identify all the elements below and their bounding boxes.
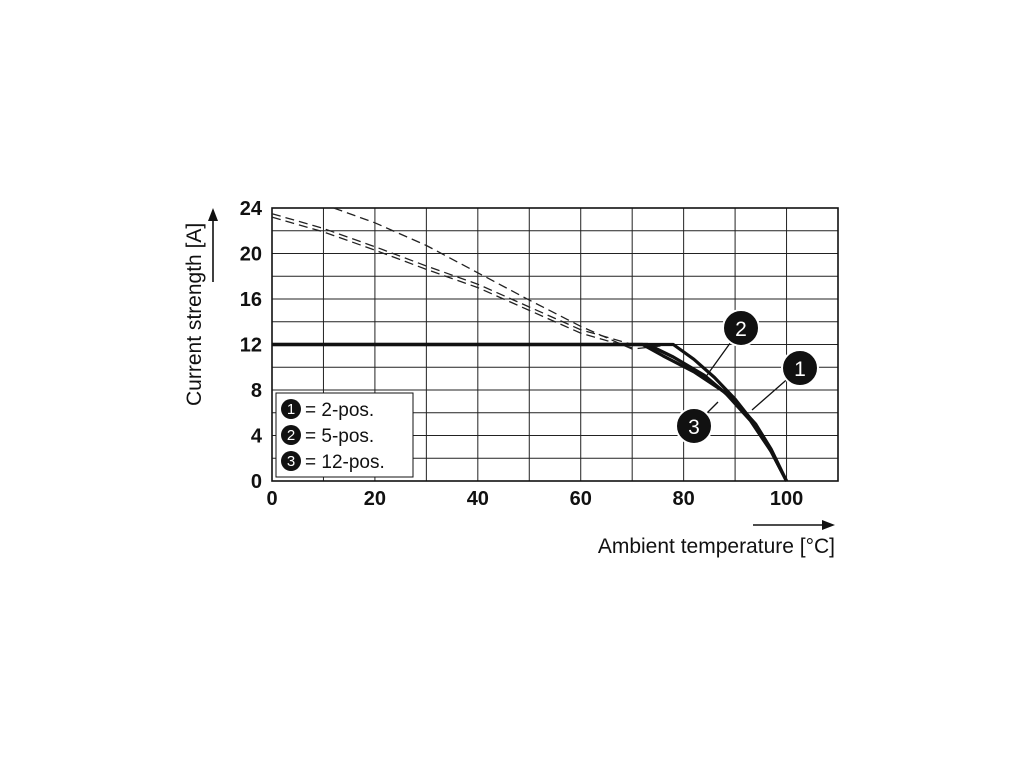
legend-marker-2 bbox=[281, 425, 301, 445]
callout-circle-2 bbox=[722, 309, 760, 347]
rated-line-3 bbox=[272, 342, 788, 482]
x-axis-title: Ambient temperature [°C] bbox=[598, 535, 835, 558]
legend-label: = 2-pos. bbox=[305, 400, 374, 421]
y-axis-title: Current strength [A] bbox=[183, 223, 206, 406]
theoretical-curves bbox=[271, 207, 674, 350]
x-axis-arrowhead bbox=[822, 520, 835, 530]
legend-label: = 12-pos. bbox=[305, 452, 385, 473]
theoretical-line-2 bbox=[271, 213, 633, 346]
legend-label: = 5-pos. bbox=[305, 426, 374, 447]
y-tick-label: 0 bbox=[251, 471, 262, 493]
theoretical-line-1 bbox=[333, 207, 674, 350]
x-tick-label: 100 bbox=[770, 488, 803, 510]
callout-number: 2 bbox=[735, 318, 747, 341]
chart-grid bbox=[271, 207, 839, 482]
x-tick-label: 20 bbox=[364, 488, 386, 510]
legend-marker-number: 1 bbox=[287, 401, 295, 418]
y-tick-label: 4 bbox=[251, 426, 263, 448]
legend: 1 = 2-pos. 2 = 5-pos. 3 = 12-pos. bbox=[275, 392, 414, 478]
y-tick-label: 16 bbox=[240, 289, 262, 311]
x-tick-label: 80 bbox=[673, 488, 695, 510]
y-tick-label: 24 bbox=[240, 198, 263, 220]
callout-number: 3 bbox=[688, 416, 700, 439]
x-tick-label: 60 bbox=[570, 488, 592, 510]
theoretical-line-3 bbox=[271, 216, 633, 349]
callout-number: 1 bbox=[794, 358, 806, 381]
callout-circle-1 bbox=[781, 349, 819, 387]
rated-curves bbox=[272, 342, 788, 482]
legend-marker-3 bbox=[281, 451, 301, 471]
y-tick-label: 20 bbox=[240, 244, 262, 266]
x-tick-label: 40 bbox=[467, 488, 489, 510]
y-axis-arrowhead bbox=[208, 208, 218, 221]
x-tick-label: 0 bbox=[266, 488, 277, 510]
series-callouts: 1 2 3 bbox=[675, 309, 819, 445]
y-tick-label: 8 bbox=[251, 380, 262, 402]
legend-marker-number: 3 bbox=[287, 453, 295, 470]
legend-marker-number: 2 bbox=[287, 427, 295, 444]
y-tick-label: 12 bbox=[240, 335, 262, 357]
legend-marker-1 bbox=[281, 399, 301, 419]
callout-circle-3 bbox=[675, 407, 713, 445]
